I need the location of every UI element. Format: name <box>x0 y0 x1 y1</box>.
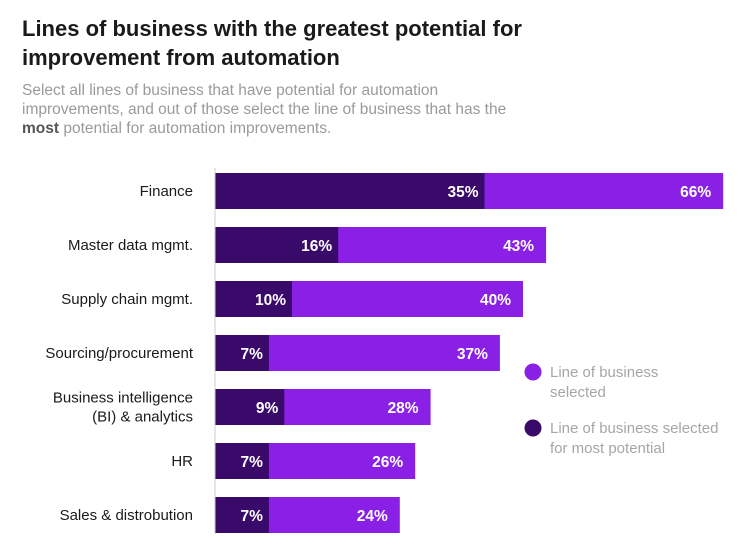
value-label-selected: 37% <box>457 346 488 363</box>
bar-most-potential <box>215 335 269 371</box>
value-label-selected: 40% <box>480 292 511 309</box>
value-label-most-potential: 10% <box>255 292 286 309</box>
value-label-most-potential: 9% <box>256 400 279 417</box>
category-label: Finance <box>140 183 193 200</box>
bar-most-potential <box>215 227 339 263</box>
legend-label: Line of business selected for most potent… <box>550 420 718 457</box>
subtitle-text-end: potential for automation improvements. <box>59 120 332 137</box>
bar-most-potential <box>215 173 485 209</box>
category-label: Sourcing/procurement <box>45 345 193 362</box>
bar-most-potential <box>215 281 292 317</box>
value-label-most-potential: 35% <box>447 184 478 201</box>
category-label: HR <box>171 453 193 470</box>
bar-most-potential <box>215 443 269 479</box>
subtitle-emphasis: most <box>22 120 60 137</box>
legend-marker <box>524 363 542 381</box>
category-label: Business intelligence (BI) & analytics <box>53 390 193 426</box>
value-label-selected: 26% <box>372 454 403 471</box>
category-label: Master data mgmt. <box>68 237 193 254</box>
category-label: Supply chain mgmt. <box>61 291 193 308</box>
value-label-selected: 66% <box>680 184 711 201</box>
value-label-most-potential: 7% <box>240 346 263 363</box>
value-label-selected: 24% <box>357 508 388 525</box>
legend-label: Line of business selected <box>550 364 658 401</box>
value-label-most-potential: 16% <box>301 238 332 255</box>
legend-marker <box>524 419 542 437</box>
bar-most-potential <box>215 497 269 533</box>
chart-title: Lines of business with the greatest pote… <box>22 16 522 70</box>
subtitle-text: Select all lines of business that have p… <box>22 82 507 118</box>
value-label-most-potential: 7% <box>240 508 263 525</box>
bar-most-potential <box>215 389 285 425</box>
value-label-selected: 43% <box>503 238 534 255</box>
value-label-most-potential: 7% <box>240 454 263 471</box>
category-label: Sales & distrobution <box>60 507 193 524</box>
chart-subtitle: Select all lines of business that have p… <box>22 81 542 138</box>
value-label-selected: 28% <box>388 400 419 417</box>
